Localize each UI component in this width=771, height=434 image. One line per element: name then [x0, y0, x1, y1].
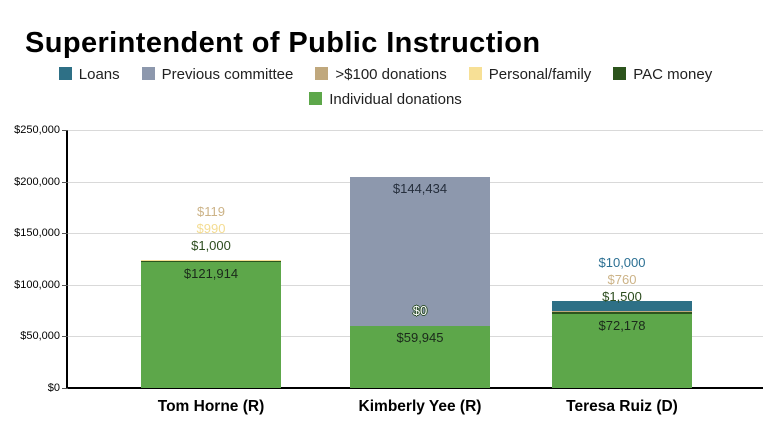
value-label: $10,000 [598, 254, 646, 270]
legend-item-100-donations: >$100 donations [315, 62, 447, 87]
y-axis-tick [62, 130, 68, 131]
bar-segment-tom-horne-r-individual-donations[interactable] [141, 262, 281, 388]
legend-swatch-icon [58, 67, 72, 80]
y-axis-tick [62, 284, 68, 286]
y-axis-tick [62, 388, 68, 389]
x-axis-label-kimberly-yee-r: Kimberly Yee (R) [358, 398, 482, 415]
y-axis-tick-label: $50,000 [20, 330, 60, 343]
bar-segment-teresa-ruiz-d-100-donations[interactable] [552, 311, 692, 312]
value-label: $0 [412, 303, 428, 319]
legend-item-loans: Loans [58, 62, 120, 87]
legend-item-previous-committee: Previous committee [141, 62, 294, 87]
y-axis-tick-label: $150,000 [14, 227, 60, 240]
page-title: Superintendent of Public Instruction [25, 27, 541, 60]
value-label: $1,500 [602, 288, 642, 304]
legend-label: Loans [78, 66, 120, 83]
value-label: $1,000 [191, 238, 231, 254]
value-label: $119 [197, 204, 225, 220]
y-axis-tick [62, 181, 68, 183]
y-axis-tick [62, 336, 68, 338]
legend-swatch-icon [315, 67, 329, 80]
legend-label: >$100 donations [335, 66, 447, 83]
chart-legend: Loans Previous committee >$100 donations Pe… [0, 62, 771, 112]
legend-row-1: Loans Previous committee >$100 donations Pe… [0, 62, 771, 87]
bar-segment-kimberly-yee-r-previous-committee[interactable] [350, 177, 490, 327]
bar-segment-tom-horne-r-personal-family[interactable] [141, 260, 281, 262]
legend-row-2: Individual donations [0, 87, 771, 112]
bar-segment-tom-horne-r-pac-money[interactable] [141, 261, 281, 263]
value-label: $144,434 [392, 181, 448, 197]
value-label: $760 [607, 271, 637, 287]
value-label: $72,178 [598, 317, 646, 333]
y-axis-tick-label: $250,000 [14, 124, 60, 136]
y-axis-tick-label: $0 [47, 382, 60, 394]
y-axis-tick-label: $200,000 [14, 175, 60, 188]
legend-item-individual-donations: Individual donations [309, 87, 462, 112]
bar-segment-teresa-ruiz-d-loans[interactable] [552, 300, 692, 312]
gridline [68, 130, 763, 131]
value-label: $121,914 [183, 266, 239, 282]
value-label: $59,945 [396, 330, 444, 346]
bar-segment-teresa-ruiz-d-pac-money[interactable] [552, 311, 692, 314]
legend-swatch-icon [468, 67, 482, 80]
value-label: $990 [196, 221, 226, 237]
legend-swatch-icon [613, 67, 627, 80]
legend-swatch-icon [141, 67, 155, 80]
legend-item-pac-money: PAC money [613, 62, 712, 87]
y-axis-tick [62, 233, 68, 235]
legend-swatch-icon [309, 92, 323, 105]
x-axis-label-teresa-ruiz-d: Teresa Ruiz (D) [566, 398, 678, 415]
legend-label: Personal/family [488, 66, 592, 83]
bar-segment-kimberly-yee-r-individual-donations[interactable] [350, 326, 490, 388]
legend-label: Previous committee [161, 66, 294, 83]
bar-segment-teresa-ruiz-d-individual-donations[interactable] [552, 313, 692, 388]
legend-item-personal-family: Personal/family [468, 62, 592, 87]
y-axis-line [66, 130, 68, 388]
x-axis-line [66, 387, 763, 389]
stacked-bar-chart: $0 $50,000 $100,000 $150,000 $200,000 $250,00… [0, 124, 771, 430]
y-axis-tick-label: $100,000 [14, 278, 60, 291]
legend-label: PAC money [633, 66, 713, 83]
legend-label: Individual donations [329, 91, 462, 108]
x-axis-label-tom-horne-r: Tom Horne (R) [157, 398, 265, 415]
